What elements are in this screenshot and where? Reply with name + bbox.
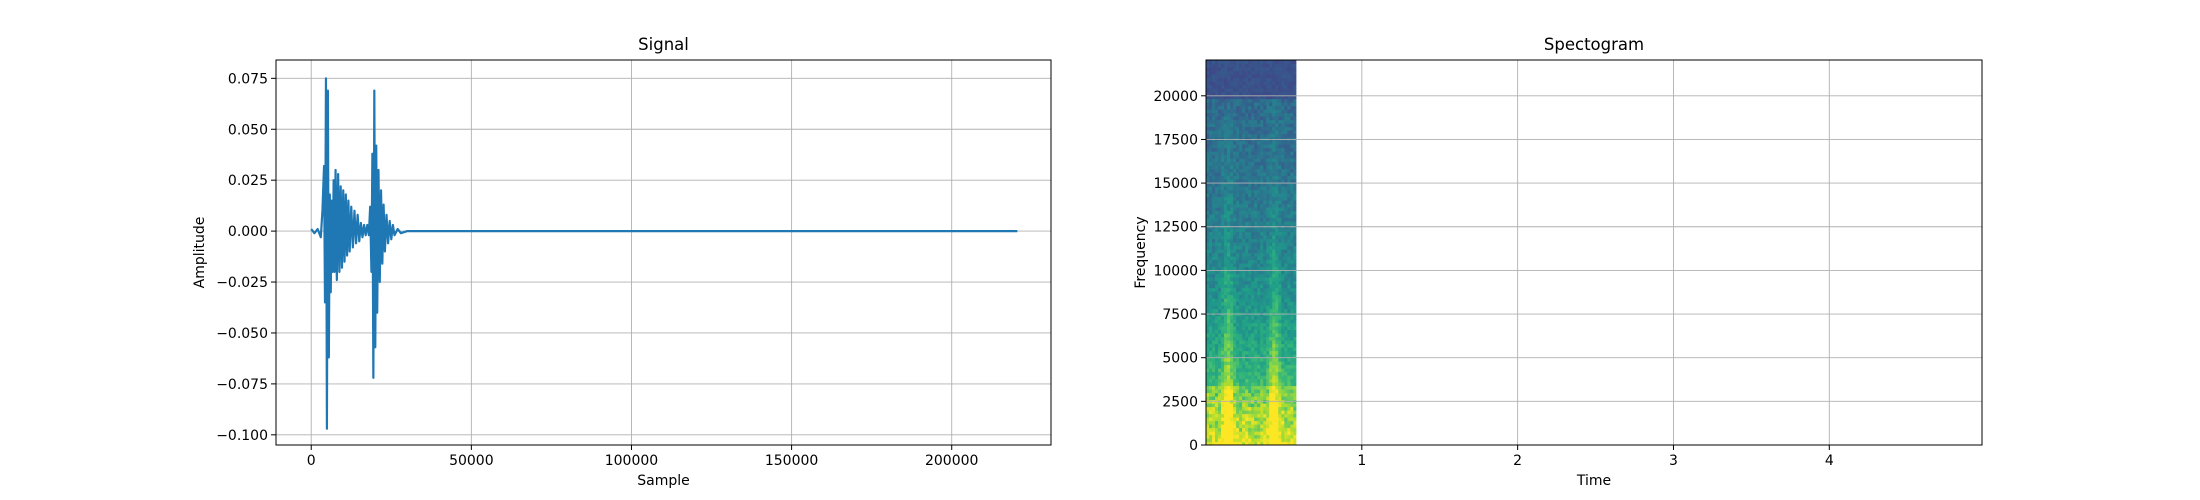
signal-y-axis-label: Amplitude: [192, 217, 208, 289]
spectrogram-x-axis-label: Time: [1576, 473, 1611, 489]
signal-y-tick-label: −0.100: [216, 428, 268, 444]
signal-y-tick-label: −0.075: [216, 377, 268, 393]
signal-x-tick-label: 200000: [925, 453, 978, 469]
signal-x-ticks: 0 50000 100000 150000 200000: [307, 445, 979, 469]
spectrogram-image: [1206, 60, 1297, 446]
spectrogram-y-tick-label: 0: [1189, 438, 1198, 454]
spectrogram-x-tick-label: 3: [1669, 453, 1678, 469]
signal-y-tick-label: 0.075: [228, 71, 268, 87]
spectrogram-x-tick-label: 2: [1513, 453, 1522, 469]
signal-y-ticks: −0.100 −0.075 −0.050 −0.025 0.000 0.025 0.050 0…: [216, 71, 276, 443]
signal-x-axis-label: Sample: [637, 473, 690, 489]
signal-x-tick-label: 50000: [449, 453, 494, 469]
signal-y-tick-label: −0.050: [216, 326, 268, 342]
spectrogram-y-tick-label: 15000: [1153, 176, 1198, 192]
signal-y-tick-label: 0.025: [228, 173, 268, 189]
signal-title: Signal: [638, 35, 689, 54]
spectrogram-y-tick-label: 17500: [1153, 132, 1198, 148]
spectrogram-y-tick-label: 12500: [1153, 220, 1198, 236]
signal-x-tick-label: 0: [307, 453, 316, 469]
spectrogram-y-tick-label: 2500: [1162, 394, 1198, 410]
signal-x-tick-label: 100000: [605, 453, 658, 469]
spectrogram-title: Spectogram: [1544, 35, 1644, 54]
signal-y-tick-label: 0.050: [228, 122, 268, 138]
spectrogram-y-tick-label: 7500: [1162, 307, 1198, 323]
signal-y-tick-label: −0.025: [216, 275, 268, 291]
spectrogram-y-tick-label: 5000: [1162, 351, 1198, 367]
spectrogram-y-tick-label: 20000: [1153, 89, 1198, 105]
signal-y-tick-label: 0.000: [228, 224, 268, 240]
spectrogram-x-tick-label: 4: [1825, 453, 1834, 469]
spectrogram-y-ticks: 0 2500 5000 7500 10000 12500 15000 17500 20000: [1153, 89, 1206, 454]
spectrogram-x-ticks: 1 2 3 4: [1357, 445, 1833, 469]
signal-plot-area: [276, 60, 1051, 445]
spectrogram-y-axis-label: Frequency: [1133, 216, 1149, 288]
signal-panel: 0 50000 100000 150000 200000 −0.100−0.075−0.…: [192, 35, 1051, 489]
spectrogram-plot-area: [1206, 60, 1982, 445]
signal-x-tick-label: 150000: [765, 453, 818, 469]
spectrogram-x-tick-label: 1: [1357, 453, 1366, 469]
spectrogram-panel: 1 2 3 4 0 2500 5000 7500 10000 12500 15000 17500 20…: [1133, 35, 1982, 489]
spectrogram-y-tick-label: 10000: [1153, 263, 1198, 279]
